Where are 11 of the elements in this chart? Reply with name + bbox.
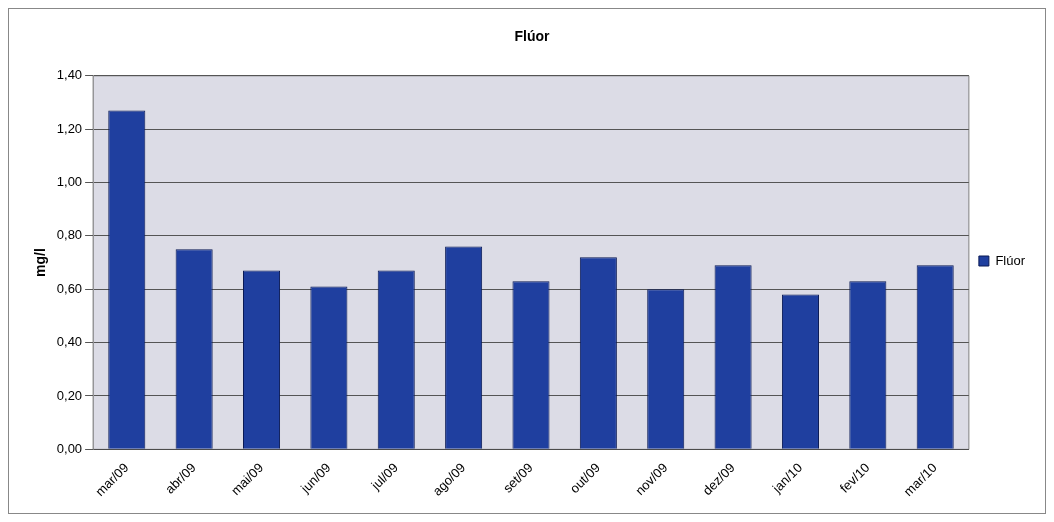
y-tick-label: 0,60 [56, 280, 83, 296]
legend-label: Flúor [995, 252, 1026, 268]
y-tick-label: 1,40 [56, 67, 83, 83]
y-tick-label: 1,00 [56, 174, 83, 190]
y-tick-label: 0,20 [56, 387, 83, 403]
y-axis-title: mg/l [32, 248, 49, 277]
y-tick-label: 0,40 [56, 334, 83, 350]
y-tick-label: 1,20 [56, 120, 83, 136]
y-tick-label: 0,00 [56, 440, 83, 456]
y-tick-label: 0,80 [56, 227, 83, 243]
chart-title: Flúor [514, 28, 551, 45]
